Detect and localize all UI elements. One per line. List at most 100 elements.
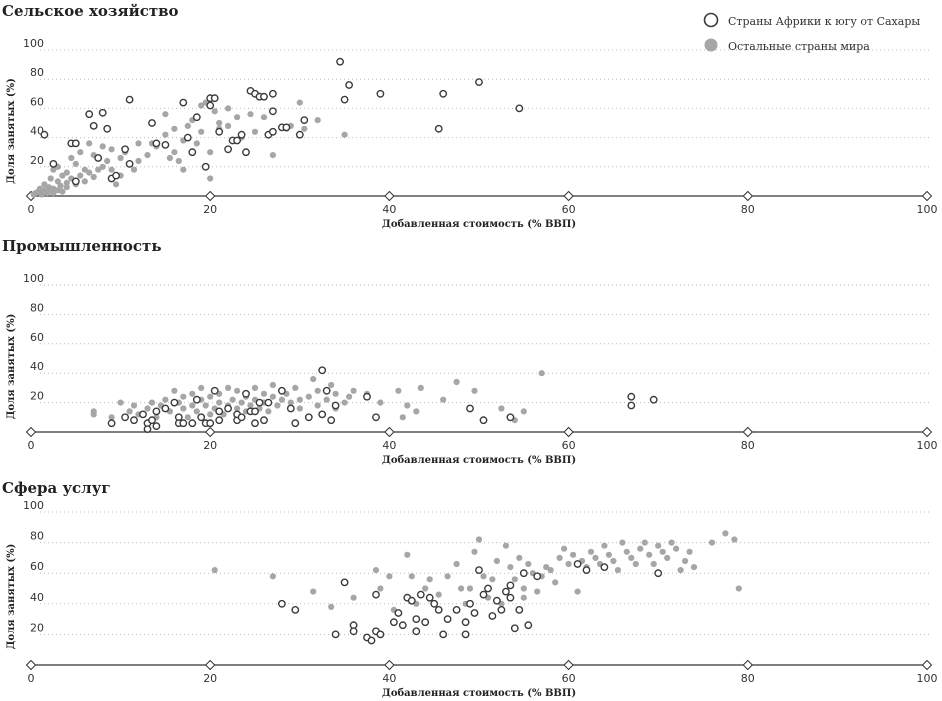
data-point — [407, 596, 416, 605]
data-point — [224, 404, 233, 413]
data-point — [619, 539, 626, 546]
data-point — [104, 157, 111, 165]
data-point — [650, 560, 657, 568]
data-point — [237, 413, 246, 422]
data-point — [350, 594, 357, 601]
data-point — [77, 172, 84, 179]
data-point — [471, 387, 478, 394]
data-point — [130, 416, 138, 425]
panel-title: Сфера услуг — [2, 479, 111, 497]
y-axis-label: Доля занятых (%) — [6, 314, 17, 420]
data-point — [192, 113, 201, 122]
x-tick-label: 0 — [28, 203, 35, 216]
data-point — [265, 408, 272, 415]
data-point — [215, 416, 224, 425]
data-point — [520, 408, 527, 415]
data-point — [404, 551, 411, 558]
data-point — [628, 554, 635, 562]
x-tick-label: 80 — [741, 672, 755, 685]
data-point — [434, 606, 443, 614]
y-tick-label: 80 — [30, 66, 44, 79]
data-point — [654, 569, 663, 578]
data-point — [68, 154, 75, 162]
data-point — [171, 149, 178, 156]
data-point — [171, 125, 178, 132]
data-point — [412, 627, 421, 636]
data-point — [255, 398, 264, 407]
data-point — [81, 178, 88, 185]
x-tick-marker — [204, 190, 216, 202]
data-point — [225, 122, 232, 129]
data-point — [318, 410, 327, 419]
data-point — [519, 569, 528, 578]
panel-title: Сельское хозяйство — [2, 2, 179, 20]
data-point — [193, 408, 200, 415]
panel-3: Сфера услуг 20 40 60 80 100 0 20 40 60 80 100 Добавл… — [2, 479, 938, 699]
data-point — [480, 573, 487, 580]
data-point — [367, 636, 376, 645]
data-point — [479, 416, 488, 425]
data-point — [108, 166, 115, 173]
data-point — [466, 404, 474, 413]
y-tick-label: 80 — [30, 301, 44, 314]
data-point — [135, 140, 142, 147]
series-africa — [40, 57, 524, 186]
x-tick-marker — [563, 659, 574, 671]
legend: Страны Африки к югу от Сахары Остальные … — [703, 12, 920, 53]
data-point — [484, 584, 492, 593]
data-point — [277, 599, 286, 608]
y-axis-label: Доля занятых (%) — [6, 78, 17, 184]
data-point — [234, 114, 241, 121]
data-point — [99, 143, 106, 150]
data-point — [108, 414, 115, 421]
data-point — [207, 149, 214, 156]
data-point — [117, 399, 124, 406]
data-point — [130, 402, 138, 409]
data-point — [117, 154, 124, 162]
data-point — [268, 89, 277, 98]
data-point — [112, 171, 121, 180]
data-point — [332, 390, 339, 397]
data-point — [57, 182, 64, 189]
data-point — [350, 387, 357, 394]
data-point — [103, 124, 112, 133]
data-point — [144, 152, 151, 159]
data-point — [152, 139, 161, 148]
data-point — [94, 154, 103, 162]
data-point — [488, 612, 497, 620]
data-point — [125, 95, 134, 104]
x-axis-label: Добавленная стоимость (% ВВП) — [382, 455, 576, 466]
data-point — [502, 542, 509, 549]
data-point — [282, 123, 291, 132]
data-point — [394, 609, 403, 617]
data-point — [574, 588, 581, 595]
data-point — [188, 419, 197, 428]
data-point — [425, 593, 434, 602]
data-point — [408, 573, 415, 580]
y-tick-label: 100 — [23, 499, 44, 512]
y-tick-label: 40 — [30, 360, 44, 373]
data-point — [341, 399, 348, 406]
x-tick-label: 40 — [382, 439, 396, 452]
data-point — [516, 554, 523, 562]
x-tick-marker — [204, 426, 216, 438]
data-point — [389, 618, 398, 627]
data-point — [506, 593, 515, 602]
x-tick-label: 0 — [28, 672, 35, 685]
data-point — [300, 116, 309, 125]
x-tick-marker — [921, 426, 933, 438]
data-point — [234, 405, 241, 412]
data-point — [90, 408, 97, 415]
data-point — [144, 405, 151, 412]
data-point — [471, 548, 478, 555]
data-point — [336, 57, 344, 66]
data-point — [458, 585, 465, 592]
data-point — [331, 630, 340, 639]
data-point — [193, 140, 200, 147]
data-point — [601, 542, 608, 549]
data-point — [296, 99, 303, 106]
data-point — [274, 402, 281, 409]
data-point — [376, 630, 385, 639]
data-point — [238, 399, 245, 406]
